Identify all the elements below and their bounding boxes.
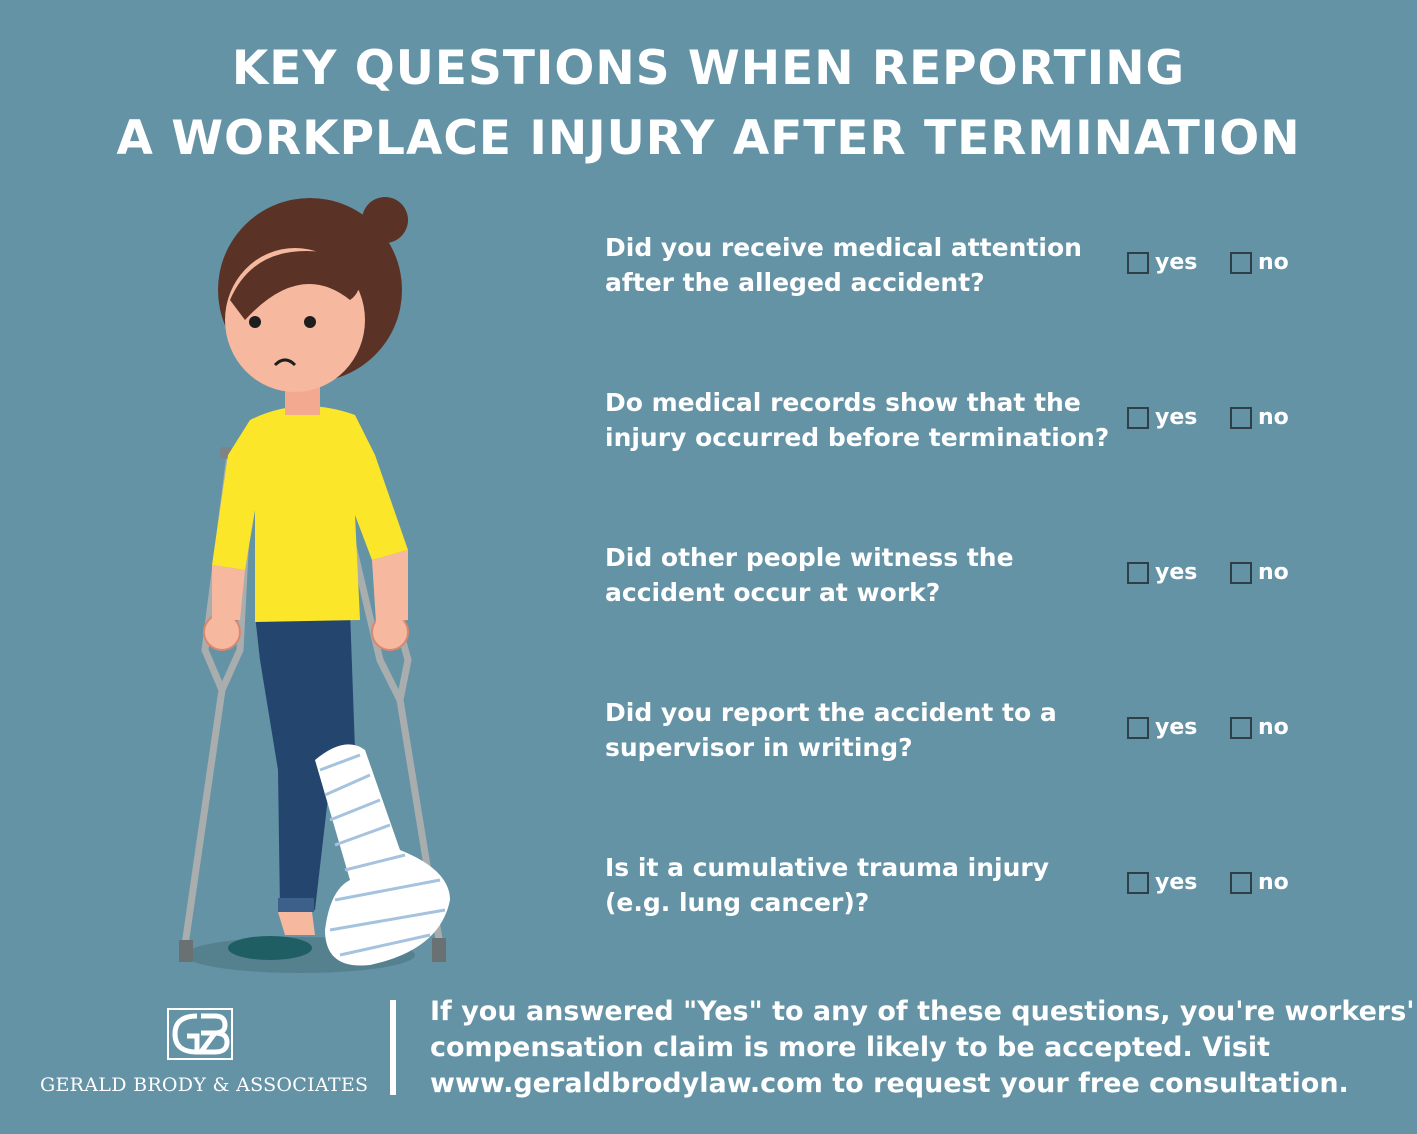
question-2-line-2: injury occurred before termination? — [605, 423, 1110, 452]
no-label: no — [1258, 405, 1289, 430]
checkbox-icon[interactable] — [1230, 561, 1252, 584]
no-label: no — [1258, 870, 1289, 895]
checkbox-icon[interactable] — [1127, 406, 1149, 429]
yes-label: yes — [1155, 560, 1198, 585]
question-1-yes-option[interactable]: yes — [1127, 250, 1197, 275]
question-1-no-option[interactable]: no — [1230, 250, 1289, 275]
title-line-2: A WORKPLACE INJURY AFTER TERMINATION — [116, 111, 1301, 166]
footer-divider — [390, 1000, 396, 1095]
yes-label: yes — [1155, 250, 1198, 275]
title-line-1: KEY QUESTIONS WHEN REPORTING — [231, 41, 1186, 96]
question-4-yes-option[interactable]: yes — [1127, 715, 1197, 740]
question-5-no-option[interactable]: no — [1230, 870, 1289, 895]
no-label: no — [1258, 560, 1289, 585]
firm-logo: GERALD BRODY & ASSOCIATES — [40, 1008, 369, 1096]
yes-label: yes — [1155, 715, 1198, 740]
no-label: no — [1258, 715, 1289, 740]
checkbox-icon[interactable] — [1127, 251, 1149, 274]
checkbox-icon[interactable] — [1127, 561, 1149, 584]
question-3-no-option[interactable]: no — [1230, 560, 1289, 585]
yes-label: yes — [1155, 870, 1198, 895]
question-2-line-1: Do medical records show that the — [605, 388, 1081, 417]
question-1-line-2: after the alleged accident? — [605, 268, 985, 297]
question-5-line-1: Is it a cumulative trauma injury — [605, 853, 1049, 882]
question-1-line-1: Did you receive medical attention — [605, 233, 1082, 262]
checkbox-icon[interactable] — [1230, 871, 1252, 894]
woman-with-crutches-illustration — [179, 197, 450, 973]
question-3-line-2: accident occur at work? — [605, 578, 941, 607]
leg-cast — [315, 744, 450, 966]
page-title: KEY QUESTIONS WHEN REPORTING A WORKPLACE… — [0, 34, 1417, 174]
question-4-no-option[interactable]: no — [1230, 715, 1289, 740]
checkbox-icon[interactable] — [1127, 871, 1149, 894]
firm-name: GERALD BRODY & ASSOCIATES — [40, 1074, 369, 1096]
footer-line-3: www.geraldbrodylaw.com to request your f… — [430, 1068, 1349, 1099]
question-3-yes-option[interactable]: yes — [1127, 560, 1197, 585]
question-5-line-2: (e.g. lung cancer)? — [605, 888, 870, 917]
question-4-line-2: supervisor in writing? — [605, 733, 913, 762]
checkbox-icon[interactable] — [1127, 716, 1149, 739]
footer-line-1: If you answered "Yes" to any of these qu… — [430, 996, 1415, 1027]
footer-message: If you answered "Yes" to any of these qu… — [430, 994, 1415, 1102]
logo-gb-icon — [167, 1008, 233, 1060]
question-2-no-option[interactable]: no — [1230, 405, 1289, 430]
question-3-line-1: Did other people witness the — [605, 543, 1014, 572]
question-5-yes-option[interactable]: yes — [1127, 870, 1197, 895]
yes-label: yes — [1155, 405, 1198, 430]
checkbox-icon[interactable] — [1230, 406, 1252, 429]
checkbox-icon[interactable] — [1230, 716, 1252, 739]
no-label: no — [1258, 250, 1289, 275]
question-2-yes-option[interactable]: yes — [1127, 405, 1197, 430]
footer-line-2: compensation claim is more likely to be … — [430, 1032, 1271, 1063]
question-4-line-1: Did you report the accident to a — [605, 698, 1057, 727]
checkbox-icon[interactable] — [1230, 251, 1252, 274]
